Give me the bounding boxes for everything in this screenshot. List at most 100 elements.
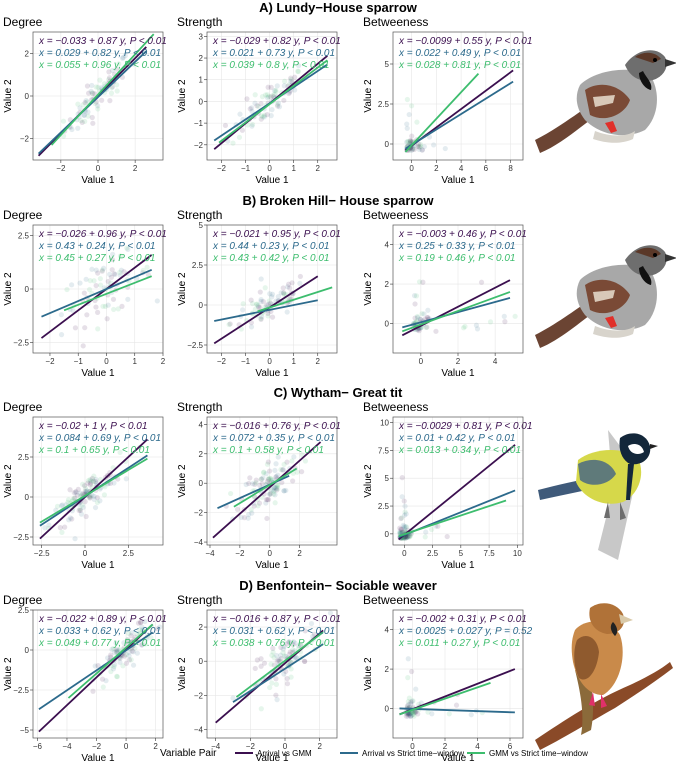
data-point (399, 494, 405, 500)
y-tick-label: 7.5 (378, 446, 390, 455)
data-point (66, 517, 72, 523)
data-point (107, 271, 113, 277)
data-point (413, 293, 420, 299)
perch (593, 131, 635, 143)
data-point (119, 303, 125, 309)
data-point (81, 112, 87, 118)
x-tick-label: 4 (459, 164, 464, 173)
x-tick-label: −1 (241, 357, 251, 366)
legend-item: Arrival vs GMM (257, 749, 312, 758)
data-point (410, 146, 416, 152)
data-point (418, 700, 424, 706)
data-point (424, 324, 430, 330)
equation-label: x = 0.029 + 0.82 y, P < 0.01 (38, 48, 161, 59)
equation-label: x = 0.021 + 0.73 y, P < 0.01 (212, 48, 335, 59)
data-point (67, 487, 73, 493)
equation-label: x = −0.029 + 0.82 y, P < 0.01 (212, 36, 341, 47)
data-point (253, 480, 259, 486)
great-tit-illustration (538, 430, 658, 560)
y-tick-label: 2 (199, 450, 204, 459)
data-point (80, 504, 86, 510)
data-point (73, 488, 79, 495)
y-tick-label: 0 (385, 319, 390, 328)
data-point (269, 487, 275, 493)
equation-label: x = −0.033 + 0.87 y, P < 0.01 (38, 36, 167, 47)
data-point (292, 87, 298, 93)
y-tick-label: 5 (385, 474, 390, 483)
ticks: −2 0 2 −2 0 2 (20, 49, 138, 173)
data-point (100, 684, 106, 690)
data-point (58, 332, 65, 338)
regression-line (232, 643, 324, 703)
data-point (80, 343, 86, 349)
data-point (254, 301, 260, 307)
legend-title: Variable Pair (160, 748, 217, 759)
data-point (407, 138, 414, 144)
data-point (286, 639, 292, 645)
data-point (264, 479, 270, 485)
data-point (266, 476, 272, 482)
data-point (273, 676, 279, 682)
data-point (403, 511, 409, 517)
data-point (266, 475, 272, 481)
y-tick-label: 0 (199, 479, 204, 488)
data-point (425, 307, 431, 313)
data-point (297, 273, 303, 280)
x-tick-label: 1 (291, 164, 296, 173)
data-point (76, 507, 82, 514)
section-3: C) Wytham− Great tit Degree x = −0.02 + 1 … (3, 385, 532, 571)
data-point (275, 472, 281, 478)
data-point (280, 646, 286, 652)
bird-wingbar (593, 290, 615, 302)
data-point (405, 713, 411, 719)
data-point (421, 311, 427, 317)
plot-area (207, 32, 337, 160)
data-point (412, 709, 418, 715)
data-point (237, 111, 243, 117)
data-point (297, 280, 303, 286)
regression-line (404, 80, 514, 150)
data-point (273, 473, 279, 480)
data-point (257, 482, 263, 489)
data-point (284, 641, 290, 647)
bird-eye (653, 253, 657, 257)
data-point (114, 66, 120, 72)
data-point (244, 96, 250, 102)
data-point (398, 515, 405, 521)
equation-label: x = 0.072 + 0.35 y, P < 0.01 (212, 433, 335, 444)
bird-feet (589, 692, 607, 708)
data-point (284, 309, 290, 315)
data-point (97, 498, 103, 504)
data-point (289, 458, 295, 464)
data-point (290, 478, 296, 484)
gridlines (207, 417, 337, 545)
data-point (103, 678, 109, 684)
data-point (291, 454, 297, 460)
house-sparrow-illustration (535, 50, 676, 153)
y-tick-label: −5 (20, 726, 30, 735)
y-tick-label: 2 (199, 623, 204, 632)
data-point (155, 626, 161, 632)
bird-band (605, 121, 617, 133)
regression-line (401, 279, 511, 337)
y-axis-label: Value 2 (177, 657, 188, 691)
data-point (157, 624, 163, 630)
data-point (286, 639, 292, 645)
data-point (137, 620, 144, 626)
data-point (112, 271, 118, 278)
x-tick-label: 2 (153, 742, 158, 751)
data-point (46, 522, 52, 528)
data-point (281, 671, 287, 677)
data-point (90, 478, 96, 485)
data-point (406, 111, 412, 118)
x-tick-label: −2 (92, 742, 102, 751)
data-point (108, 652, 114, 658)
points (58, 245, 160, 349)
plot-area (207, 225, 337, 353)
data-point (75, 125, 81, 131)
data-point (138, 619, 144, 625)
data-point (271, 91, 277, 98)
data-point (285, 284, 291, 290)
data-point (111, 271, 117, 277)
